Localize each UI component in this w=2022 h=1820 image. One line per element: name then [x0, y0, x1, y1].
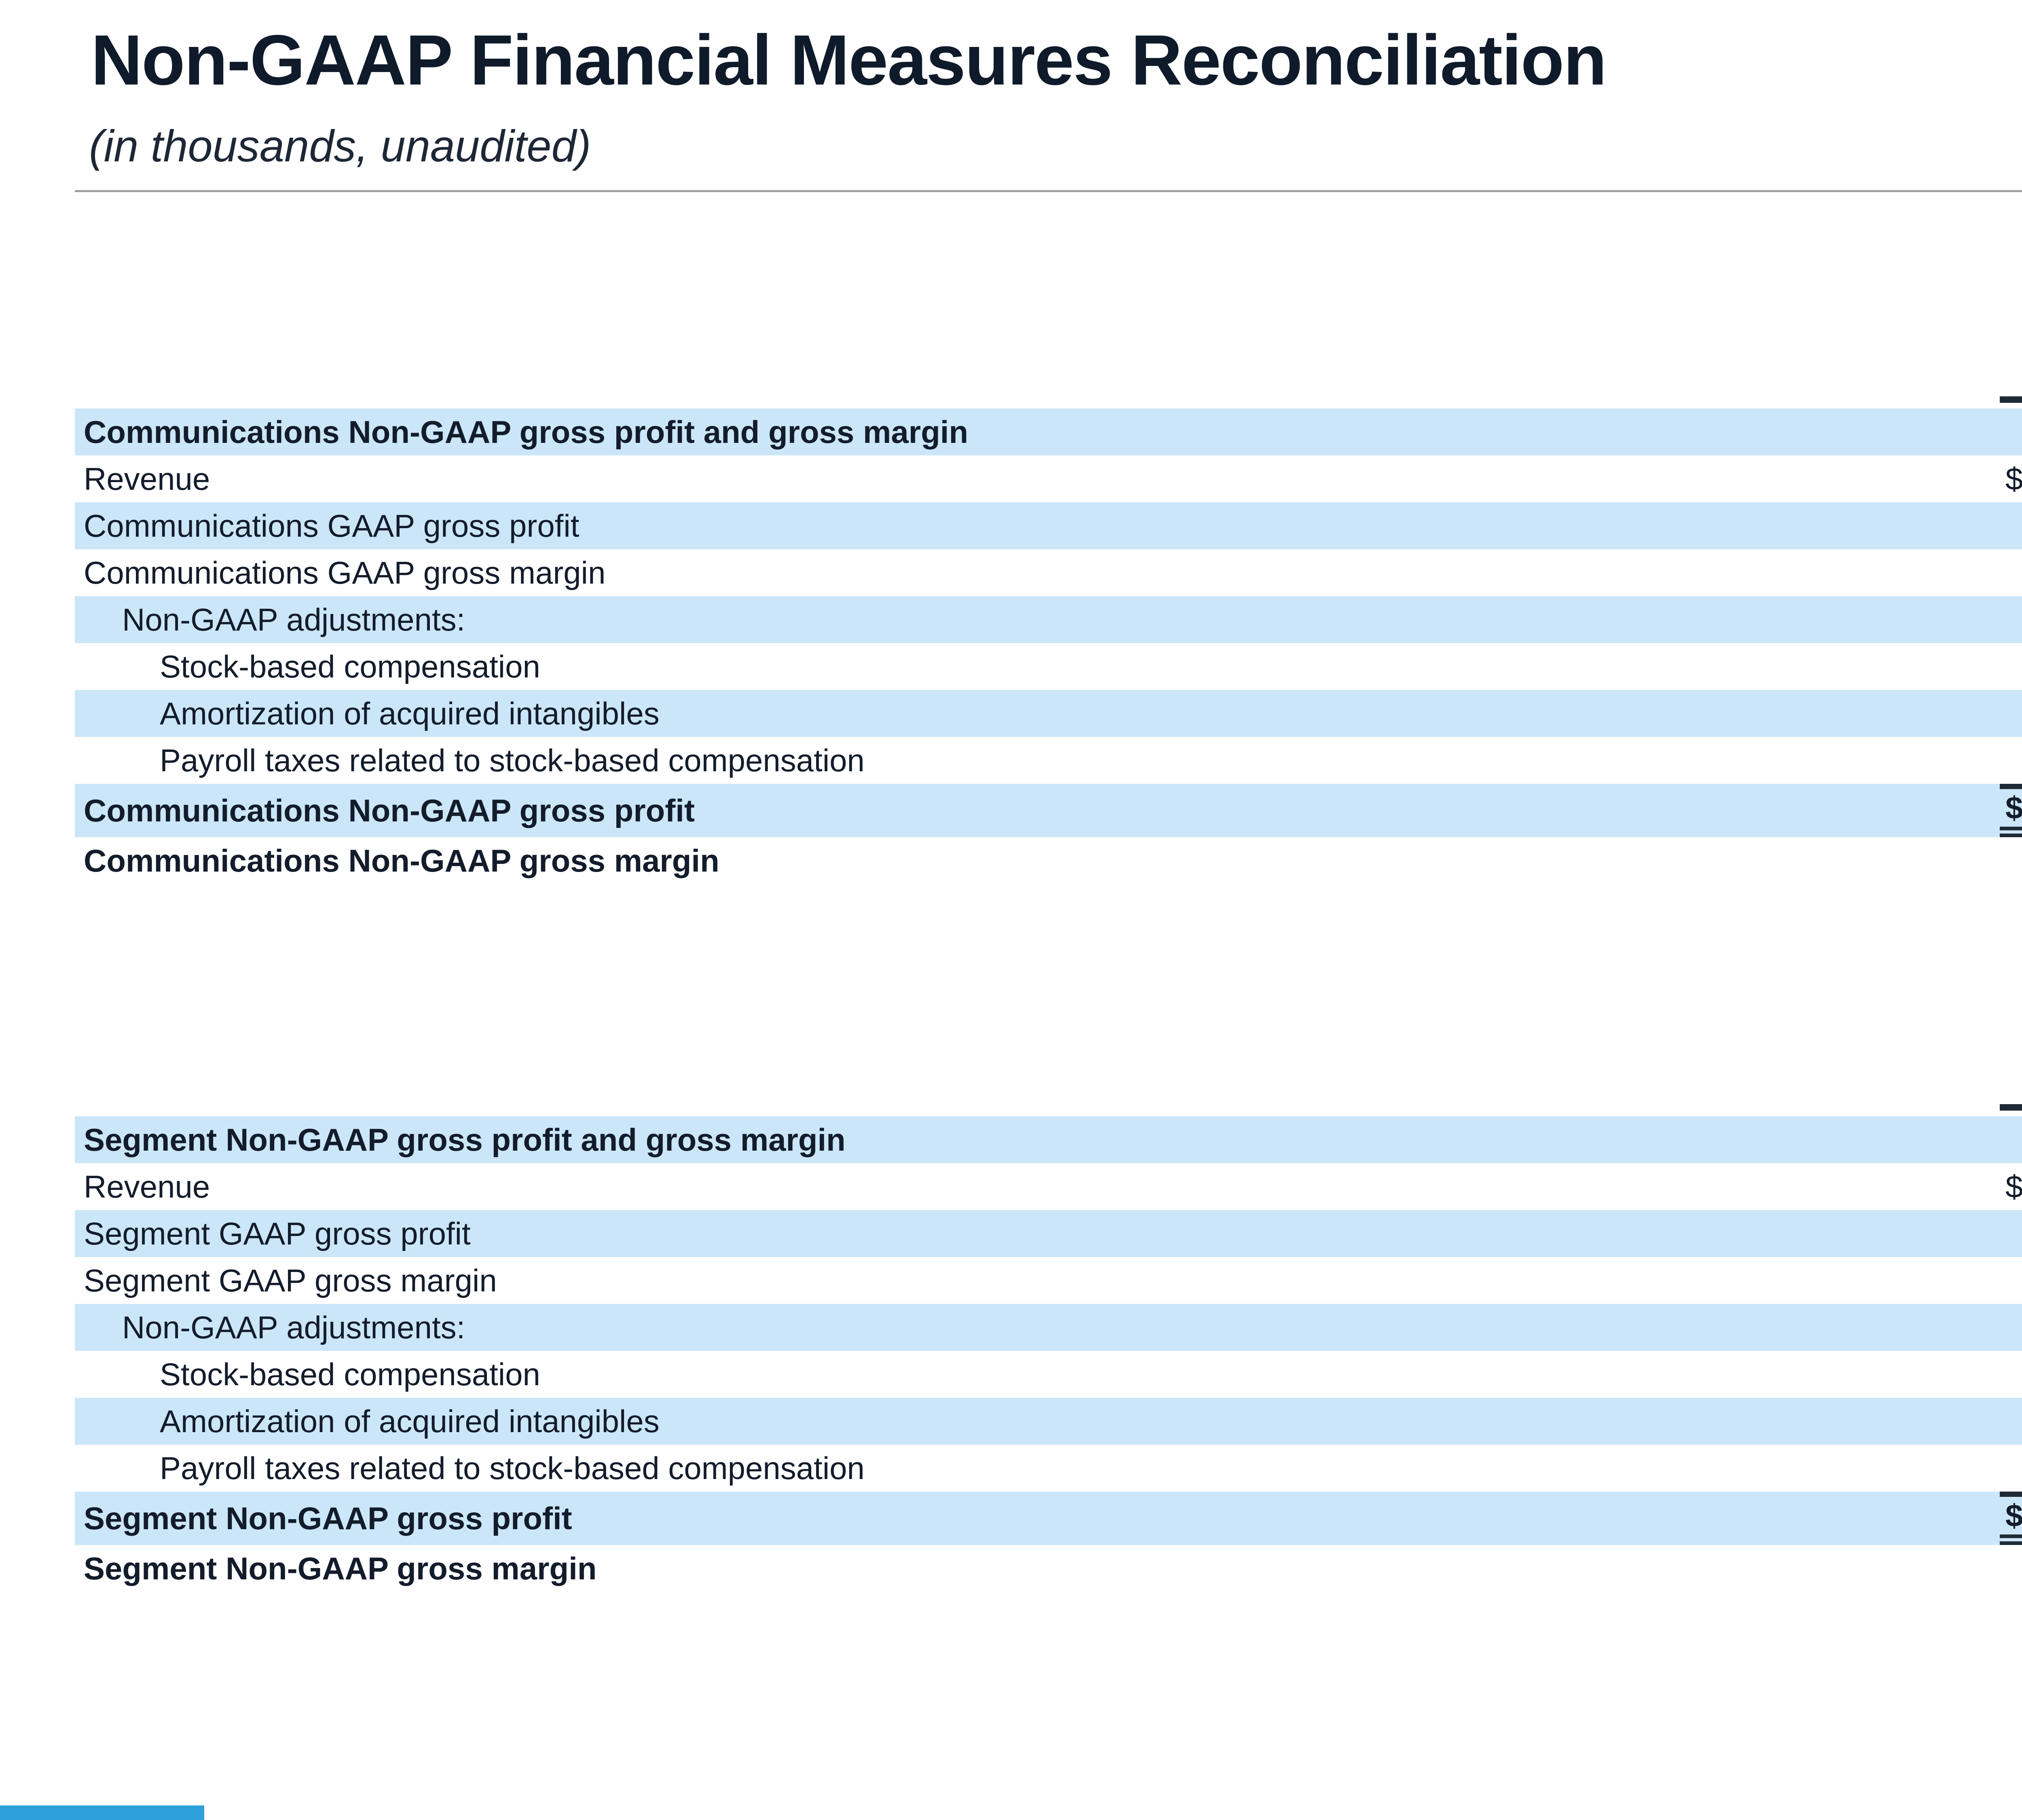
- table-row: Amortization of acquired intangibles 15,1…: [75, 690, 2022, 737]
- cell-value: 13,928: [2000, 1398, 2022, 1445]
- table-row: Communications GAAP gross profit476,9724…: [75, 502, 2022, 549]
- dollar-sign: $: [2005, 1168, 2022, 1204]
- page-subtitle: (in thousands, unaudited): [89, 121, 591, 171]
- page-title: Non-GAAP Financial Measures Reconciliati…: [91, 21, 1607, 100]
- row-label: Communications Non-GAAP gross margin: [84, 842, 719, 878]
- cell-value: 53.6%: [2000, 1257, 2022, 1304]
- header-underline-slot: [2000, 1104, 2022, 1116]
- row-label: Stock-based compensation: [160, 1356, 540, 1392]
- table-header-underline-row: [75, 1104, 2022, 1116]
- cell-value: 135: [2000, 737, 2022, 784]
- title-divider: [75, 190, 2022, 192]
- dollar-sign: $: [2005, 461, 2022, 497]
- table-header-dates-row: September 30, 2023December 31, 2023Decem…: [75, 1019, 2022, 1104]
- row-label: Non-GAAP adjustments:: [122, 1309, 465, 1345]
- header-underline-bar: [2000, 1104, 2022, 1111]
- row-label: Revenue: [84, 1168, 210, 1204]
- row-label: Stock-based compensation: [160, 648, 540, 684]
- table-header-group-row: Three Months EndedYear Ended: [75, 263, 2022, 311]
- row-label: Segment GAAP gross profit: [84, 1215, 471, 1251]
- cell-value: 49.7%: [2000, 549, 2022, 596]
- row-label: Amortization of acquired intangibles: [160, 695, 660, 731]
- cell-value: 75.2%: [2000, 1545, 2022, 1592]
- cell-value: 46: [2000, 1445, 2022, 1492]
- cell-value: [2000, 408, 2022, 455]
- row-label: Segment Non-GAAP gross profit and gross …: [84, 1122, 846, 1158]
- cell-value: 15,117: [2000, 690, 2022, 737]
- cell-value: 5,212: [2000, 643, 2022, 690]
- cell-value: 51.8%: [2000, 837, 2022, 884]
- table-row: Amortization of acquired intangibles 13,9…: [75, 1398, 2022, 1445]
- row-label: Communications GAAP gross profit: [84, 508, 580, 544]
- bottom-accent-bar: [0, 1805, 204, 1820]
- cell-value: 1,841: [2000, 1351, 2022, 1398]
- table-row: Communications Non-GAAP gross profit and…: [75, 408, 2022, 455]
- row-label: Non-GAAP adjustments:: [122, 601, 465, 637]
- table-row: Communications Non-GAAP gross profit $497…: [75, 784, 2022, 837]
- table-row: Non-GAAP adjustments:: [75, 596, 2022, 643]
- cell-value: [2000, 596, 2022, 643]
- dollar-sign: $: [2005, 1498, 2022, 1533]
- row-label: Communications GAAP gross margin: [84, 554, 606, 590]
- table-row: Communications Non-GAAP gross margin 51.8…: [75, 837, 2022, 884]
- column-header-col1: September 30, 2023: [2000, 311, 2022, 396]
- table-header-group-row: Three Months EndedYear Ended: [75, 971, 2022, 1019]
- row-label: Segment GAAP gross margin: [84, 1262, 497, 1298]
- table-header-underline-row: [75, 396, 2022, 408]
- cell-value: $960,289: [2000, 455, 2022, 502]
- row-label: Payroll taxes related to stock-based com…: [160, 1450, 865, 1486]
- dollar-sign: $: [2005, 790, 2022, 825]
- header-spacer: [75, 971, 2000, 1019]
- header-underline-slot: [2000, 396, 2022, 408]
- table-header-dates-row: September 30, 2023December 31, 2023Decem…: [75, 311, 2022, 396]
- cell-value: [2000, 1304, 2022, 1351]
- row-label: Segment Non-GAAP gross margin: [84, 1550, 597, 1586]
- cell-value: 39,347: [2000, 1210, 2022, 1257]
- cell-value: $55,162: [2000, 1492, 2022, 1545]
- table-row: Segment Non-GAAP gross margin75.2%74.4%7…: [75, 1545, 2022, 1592]
- column-header-col1: September 30, 2023: [2000, 1019, 2022, 1104]
- header-underline-bar: [2000, 396, 2022, 403]
- table-row: Non-GAAP adjustments:: [75, 1304, 2022, 1351]
- cell-value: 476,972: [2000, 502, 2022, 549]
- row-label: Payroll taxes related to stock-based com…: [160, 742, 865, 778]
- table-row: Revenue$960,289$1,000,920$3,858,693: [75, 455, 2022, 502]
- row-label: Segment Non-GAAP gross profit: [84, 1500, 572, 1536]
- header-spacer: [75, 1019, 2000, 1104]
- cell-value: [2000, 1116, 2022, 1163]
- financial-table: Three Months EndedYear EndedSeptember 30…: [75, 971, 2022, 1592]
- header-spacer: [75, 263, 2000, 311]
- financial-table: Three Months EndedYear EndedSeptember 30…: [75, 263, 2022, 884]
- table-row: Revenue$73,381$75,030$295,252: [75, 1163, 2022, 1210]
- row-label: Revenue: [84, 461, 210, 497]
- row-label: Communications Non-GAAP gross profit and…: [84, 414, 969, 450]
- row-label: Amortization of acquired intangibles: [160, 1403, 660, 1439]
- header-spacer: [75, 396, 2000, 408]
- table-row: Segment Non-GAAP gross profit$55,162$55,…: [75, 1492, 2022, 1545]
- table-row: Segment GAAP gross profit39,34744,702169…: [75, 1210, 2022, 1257]
- table-row: Segment GAAP gross margin53.6%59.6%57.3%: [75, 1257, 2022, 1304]
- table-row: Communications GAAP gross margin49.7%48.…: [75, 549, 2022, 596]
- header-spacer: [75, 311, 2000, 396]
- three-months-ended-header: Three Months Ended: [2000, 971, 2022, 1019]
- table-row: Stock-based compensation5,2126,04019,974: [75, 643, 2022, 690]
- table-row: Segment Non-GAAP gross profit and gross …: [75, 1116, 2022, 1163]
- three-months-ended-header: Three Months Ended: [2000, 263, 2022, 311]
- table-row: Payroll taxes related to stock-based com…: [75, 1445, 2022, 1492]
- table-row: Payroll taxes related to stock-based com…: [75, 737, 2022, 784]
- header-spacer: [75, 1104, 2000, 1116]
- cell-value: $497,436: [2000, 784, 2022, 837]
- row-label: Communications Non-GAAP gross profit: [84, 792, 695, 828]
- table-row: Stock-based compensation1,8411,6266,369: [75, 1351, 2022, 1398]
- cell-value: $73,381: [2000, 1163, 2022, 1210]
